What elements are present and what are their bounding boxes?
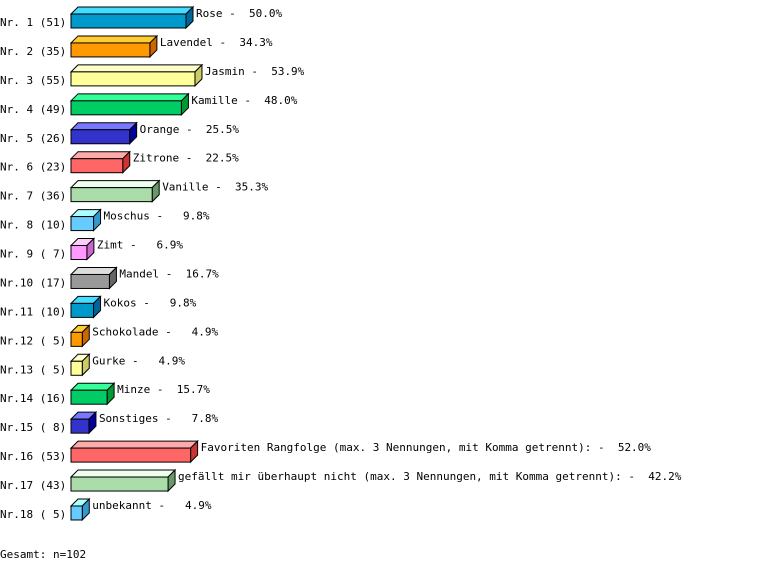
row-label: Nr.12 ( 5) — [0, 334, 66, 347]
bar — [70, 302, 95, 318]
bar-row: Nr.13 ( 5) Gurke - 4.9% — [0, 353, 185, 377]
bar — [70, 331, 83, 347]
row-label: Nr. 7 (36) — [0, 190, 66, 203]
value-label: Schokolade - 4.9% — [92, 325, 218, 338]
bar-row: Nr.18 ( 5) unbekannt - 4.9% — [0, 497, 212, 522]
bar — [70, 100, 182, 116]
bar — [70, 13, 187, 29]
value-label: Moschus - 9.8% — [104, 210, 210, 223]
bar — [70, 360, 83, 376]
bar — [70, 476, 169, 492]
bar-top — [69, 93, 190, 102]
bar-row: Nr.16 (53) Favoriten Rangfolge (max. 3 Ne… — [0, 439, 652, 464]
bars-group: Nr. 1 (51) Rose - 50.0% Nr. 2 (35) Lavendel… — [0, 5, 682, 522]
value-label: Rose - 50.0% — [196, 7, 282, 20]
bar-top — [69, 469, 177, 478]
value-label: Jasmin - 53.9% — [205, 65, 305, 78]
bar-row: Nr. 7 (36) Vanille - 35.3% — [0, 179, 269, 203]
bar-row: Nr. 3 (55) Jasmin - 53.9% — [0, 63, 305, 88]
row-label: Nr.15 ( 8) — [0, 421, 66, 434]
value-label: unbekannt - 4.9% — [92, 499, 212, 512]
bar — [70, 216, 95, 232]
bar — [70, 129, 131, 145]
value-label: Vanille - 35.3% — [162, 181, 268, 194]
value-label: Favoriten Rangfolge (max. 3 Nennungen, m… — [201, 441, 652, 454]
bar-top — [69, 440, 199, 449]
bar — [70, 71, 196, 87]
row-label: Nr.10 (17) — [0, 276, 66, 289]
value-label: Lavendel - 34.3% — [160, 36, 273, 49]
bar-row: Nr.17 (43) gefällt mir überhaupt nicht (m… — [0, 468, 682, 493]
bar — [70, 158, 124, 174]
bar-row: Nr.10 (17) Mandel - 16.7% — [0, 266, 219, 290]
value-label: Minze - 15.7% — [117, 383, 210, 396]
bar-row: Nr.12 ( 5) Schokolade - 4.9% — [0, 324, 218, 348]
bar-row: Nr. 4 (49) Kamille - 48.0% — [0, 92, 298, 117]
footer-total: Gesamt: n=102 — [0, 548, 86, 561]
bar — [70, 447, 192, 463]
bar — [70, 42, 151, 58]
value-label: Zimt - 6.9% — [97, 239, 183, 252]
row-label: Nr.17 (43) — [0, 479, 66, 492]
bar — [70, 389, 108, 405]
bar-row: Nr. 9 ( 7) Zimt - 6.9% — [0, 237, 183, 261]
bar — [70, 273, 110, 289]
row-label: Nr. 3 (55) — [0, 74, 66, 87]
bar — [70, 245, 88, 261]
row-label: Nr. 1 (51) — [0, 16, 66, 29]
value-label: gefällt mir überhaupt nicht (max. 3 Nenn… — [178, 470, 682, 483]
bar-row: Nr. 2 (35) Lavendel - 34.3% — [0, 34, 273, 59]
row-label: Nr.16 (53) — [0, 450, 66, 463]
row-label: Nr.18 ( 5) — [0, 508, 66, 521]
bar-row: Nr.11 (10) Kokos - 9.8% — [0, 295, 197, 319]
value-label: Gurke - 4.9% — [92, 354, 185, 367]
row-label: Nr. 6 (23) — [0, 161, 66, 174]
bar-row: Nr. 6 (23) Zitrone - 22.5% — [0, 150, 239, 174]
value-label: Sonstiges - 7.8% — [99, 412, 219, 425]
bar-top — [69, 35, 159, 44]
bar-top — [69, 122, 138, 131]
value-label: Kamille - 48.0% — [191, 94, 297, 107]
bar-row: Nr.14 (16) Minze - 15.7% — [0, 382, 210, 406]
row-label: Nr. 2 (35) — [0, 45, 66, 58]
bar-top — [69, 180, 161, 189]
bar-row: Nr. 8 (10) Moschus - 9.8% — [0, 208, 210, 232]
row-label: Nr.11 (10) — [0, 305, 66, 318]
value-label: Orange - 25.5% — [140, 123, 240, 136]
value-label: Kokos - 9.8% — [104, 296, 197, 309]
row-label: Nr. 9 ( 7) — [0, 248, 66, 261]
bar — [70, 418, 90, 434]
row-label: Nr. 5 (26) — [0, 132, 66, 145]
bar-row: Nr. 1 (51) Rose - 50.0% — [0, 5, 282, 30]
row-label: Nr. 4 (49) — [0, 103, 66, 116]
bar-top — [69, 6, 195, 15]
bar — [70, 505, 83, 521]
row-label: Nr.13 ( 5) — [0, 363, 66, 376]
bar-top — [69, 151, 131, 160]
value-label: Mandel - 16.7% — [119, 267, 219, 280]
row-label: Nr.14 (16) — [0, 392, 66, 405]
row-label: Nr. 8 (10) — [0, 219, 66, 232]
bar — [70, 187, 153, 203]
bar-top — [69, 266, 118, 275]
bar-row: Nr. 5 (26) Orange - 25.5% — [0, 121, 240, 145]
bar-row: Nr.15 ( 8) Sonstiges - 7.8% — [0, 410, 219, 435]
bar-top — [69, 64, 204, 73]
value-label: Zitrone - 22.5% — [133, 152, 239, 165]
